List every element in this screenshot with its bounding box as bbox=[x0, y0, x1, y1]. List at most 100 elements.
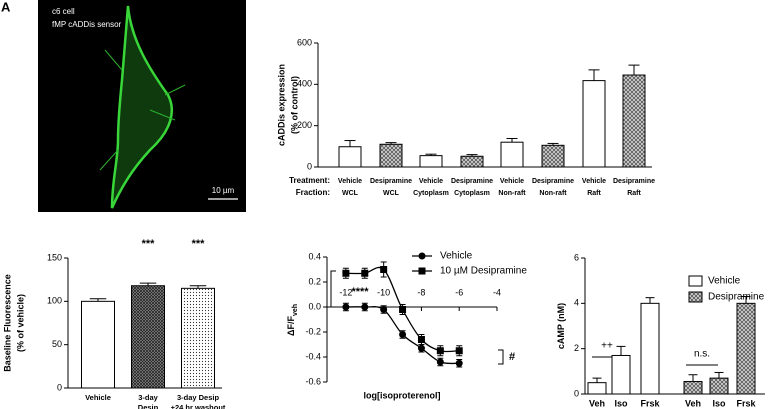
x-tick-label: Vehicle bbox=[419, 178, 443, 185]
x-tick-label: Vehicle bbox=[582, 178, 606, 185]
y-tick-label: 4 bbox=[574, 298, 579, 308]
annotation: n.s. bbox=[694, 349, 710, 360]
marker bbox=[380, 266, 388, 273]
legend-marker bbox=[418, 252, 426, 260]
y-tick-label: 2 bbox=[574, 343, 579, 353]
y-tick-label: -0.4 bbox=[305, 351, 321, 361]
y-tick-label: 0.0 bbox=[308, 301, 321, 311]
marker bbox=[399, 306, 407, 313]
x-tick-label: -12 bbox=[339, 287, 352, 297]
marker bbox=[380, 306, 388, 313]
legend-label: 10 µM Desipramine bbox=[440, 266, 527, 277]
y-tick-label: 600 bbox=[297, 37, 312, 47]
bar bbox=[338, 146, 362, 168]
y-axis-label-text: ΔF/F bbox=[286, 316, 296, 336]
x-tick-label: Cytoplasm bbox=[454, 190, 490, 197]
x-tick-label: Desipramine bbox=[613, 178, 655, 185]
x-tick-label: Veh bbox=[589, 398, 605, 408]
marker bbox=[436, 358, 444, 366]
x-tick-label: WCL bbox=[383, 190, 400, 197]
y-axis-label: Baseline Fluorescence bbox=[2, 274, 12, 372]
legend-swatch bbox=[688, 275, 703, 287]
row-label: Fraction: bbox=[296, 188, 330, 197]
bar bbox=[181, 287, 215, 389]
x-tick-label: Non-raft bbox=[539, 190, 567, 197]
legend-swatch bbox=[688, 291, 703, 303]
x-tick-label: Veh bbox=[685, 398, 701, 408]
x-tick-label: Desipramine bbox=[532, 178, 574, 185]
x-tick-label: +24 hr washout bbox=[171, 403, 226, 409]
marker bbox=[361, 269, 369, 277]
bar bbox=[640, 302, 660, 395]
image-label: fMP cADDis sensor bbox=[52, 20, 122, 29]
legend-label: Desipramine bbox=[708, 292, 765, 303]
cell-process bbox=[99, 49, 186, 171]
bar bbox=[379, 143, 403, 168]
x-tick-label: -6 bbox=[455, 287, 463, 297]
bar bbox=[419, 155, 443, 168]
x-tick-label: Vehicle bbox=[500, 178, 524, 185]
bar bbox=[622, 74, 646, 168]
x-tick-label: Iso bbox=[712, 398, 726, 408]
y-tick-label: 6 bbox=[574, 252, 579, 262]
y-tick-label: 200 bbox=[297, 120, 312, 130]
x-tick-label: WCL bbox=[342, 190, 359, 197]
x-tick-label: Non-raft bbox=[498, 190, 526, 197]
legend-label: Vehicle bbox=[708, 276, 741, 287]
marker bbox=[417, 344, 425, 352]
marker bbox=[399, 331, 407, 338]
x-tick-label: Desipramine bbox=[370, 178, 412, 185]
y-axis-label: ΔF/Fveh bbox=[286, 304, 299, 336]
y-axis-label: cADDis expression bbox=[276, 64, 286, 146]
y-tick-label: 150 bbox=[47, 252, 62, 262]
marker bbox=[361, 303, 369, 311]
x-tick-label: 3-day bbox=[138, 393, 158, 402]
y-axis-label-text: cAMP (nM) bbox=[556, 303, 566, 349]
bar bbox=[683, 381, 703, 395]
panel-label: A bbox=[1, 0, 11, 14]
x-tick-label: -10 bbox=[377, 287, 390, 297]
x-tick-label: -4 bbox=[493, 287, 501, 297]
legend-label: Vehicle bbox=[440, 251, 473, 262]
annotation: ++ bbox=[601, 341, 613, 352]
y-tick-label: 100 bbox=[47, 296, 62, 306]
x-tick-label: Raft bbox=[587, 190, 601, 197]
marker bbox=[342, 303, 350, 311]
marker bbox=[342, 269, 350, 277]
image-label: c6 cell bbox=[52, 7, 75, 16]
y-tick-label: 0 bbox=[57, 382, 62, 392]
bracket bbox=[498, 349, 504, 365]
marker bbox=[436, 347, 444, 355]
x-tick-label: Cytoplasm bbox=[413, 190, 449, 197]
significance: *** bbox=[192, 238, 206, 250]
annotation: # bbox=[509, 351, 515, 363]
y-axis-label-subscript: veh bbox=[292, 304, 299, 316]
marker bbox=[417, 336, 425, 343]
x-tick-label: Vehicle bbox=[85, 393, 111, 402]
x-tick-label: Raft bbox=[627, 190, 641, 197]
x-tick-label: Iso bbox=[614, 398, 628, 408]
bar bbox=[131, 285, 165, 389]
bar bbox=[736, 302, 756, 395]
bar bbox=[709, 377, 729, 395]
x-tick-label: Frsk bbox=[640, 398, 660, 408]
y-tick-label: 400 bbox=[297, 79, 312, 89]
bar bbox=[587, 382, 607, 395]
y-tick-label: -0.6 bbox=[305, 376, 321, 386]
y-tick-label: -0.2 bbox=[305, 326, 321, 336]
x-axis-label: log[isoproterenol] bbox=[364, 390, 441, 400]
cell bbox=[110, 5, 174, 209]
annotation: **** bbox=[351, 286, 369, 298]
y-axis-label: (% of control) bbox=[289, 76, 299, 134]
x-tick-label: 3-day Desip bbox=[177, 393, 220, 402]
bracket bbox=[330, 270, 336, 308]
bar bbox=[541, 144, 565, 168]
scale-bar-label: 10 µm bbox=[212, 186, 235, 195]
marker bbox=[455, 359, 463, 367]
x-tick-label: -8 bbox=[417, 287, 425, 297]
x-tick-label: Desip bbox=[138, 403, 159, 409]
y-tick-label: 50 bbox=[52, 339, 62, 349]
bar bbox=[611, 354, 631, 395]
significance: *** bbox=[142, 238, 156, 250]
